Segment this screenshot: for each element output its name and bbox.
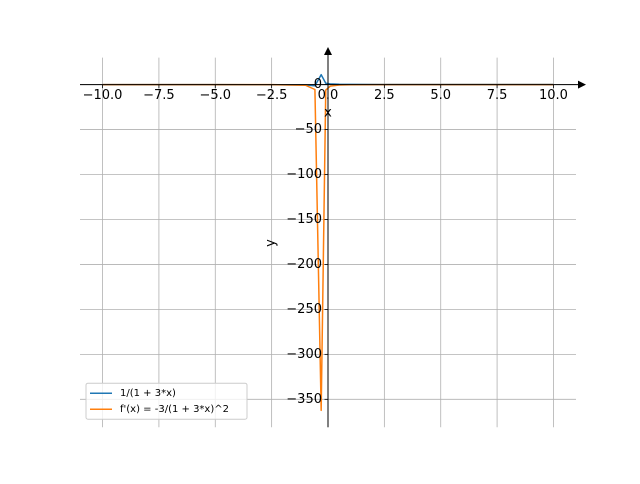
x-tick-label: 2.5 — [374, 88, 395, 103]
y-tick-label: −250 — [286, 302, 322, 317]
x-tick-label: 10.0 — [539, 88, 568, 103]
x-tick-label: −10.0 — [83, 88, 123, 103]
y-tick-label: −150 — [286, 212, 322, 227]
axes: −10.0 −7.5 −5.0 −2.5 0.0 2.5 5.0 7.5 10.0−350−30… — [80, 47, 586, 428]
y-tick-label: −100 — [286, 167, 322, 182]
x-tick-label: −2.5 — [256, 88, 288, 103]
legend-label: 1/(1 + 3*x) — [120, 388, 176, 399]
legend-label: f'(x) = -3/(1 + 3*x)^2 — [120, 404, 229, 415]
x-axis-label: x — [324, 106, 332, 121]
x-tick-label: −5.0 — [199, 88, 231, 103]
x-tick-label: 7.5 — [487, 88, 508, 103]
legend-box — [85, 382, 248, 420]
y-axis-arrow — [324, 47, 332, 55]
x-tick-label: 5.0 — [430, 88, 451, 103]
legend: 1/(1 + 3*x) f'(x) = -3/(1 + 3*x)^2 — [85, 382, 248, 420]
y-tick-label: −300 — [286, 347, 322, 362]
y-axis-label: y — [264, 239, 279, 247]
y-tick-label: −200 — [286, 257, 322, 272]
x-axis-arrow — [578, 80, 586, 89]
y-tick-label: −50 — [295, 122, 322, 137]
y-tick-label: −350 — [286, 392, 322, 407]
x-tick-label: −7.5 — [143, 88, 175, 103]
